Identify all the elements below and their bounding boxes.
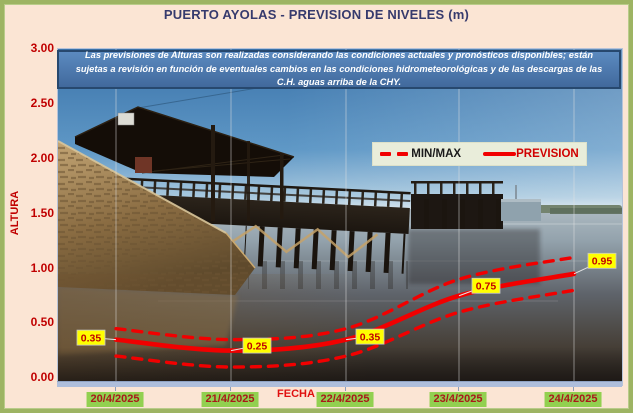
disclaimer-note: Las previsiones de Alturas son realizada… xyxy=(57,50,621,89)
data-label-box xyxy=(471,277,501,294)
minmax-dash-swatch xyxy=(397,152,409,156)
gridlines xyxy=(115,49,575,383)
chart-title: PUERTO AYOLAS - PREVISION DE NIVELES (m) xyxy=(163,7,470,22)
x-tick-label: 20/4/2025 xyxy=(86,392,144,407)
dock-platform xyxy=(408,181,541,284)
x-axis-title: FECHA xyxy=(277,388,315,400)
x-tick-label: 22/4/2025 xyxy=(316,392,374,407)
data-label-box xyxy=(587,252,617,269)
x-tick-mark xyxy=(573,387,574,391)
chart-series-layer: 0.35 0.25 0.35 0.75 0.95 xyxy=(76,252,617,369)
roof-sign xyxy=(117,112,135,126)
pier-roof xyxy=(74,86,295,221)
x-tick-mark xyxy=(115,387,116,391)
data-label: 0.75 xyxy=(476,281,497,293)
data-label-box xyxy=(355,328,385,345)
legend-prevision-label: PREVISION xyxy=(516,148,579,160)
x-tick-label: 24/4/2025 xyxy=(544,392,602,407)
data-label: 0.35 xyxy=(360,331,381,343)
y-axis-title: ALTURA xyxy=(9,190,21,236)
x-tick-mark xyxy=(345,387,346,391)
y-tick-label: 0.00 xyxy=(30,370,54,384)
x-tick-mark xyxy=(458,387,459,391)
x-tick-label: 23/4/2025 xyxy=(429,392,487,407)
legend-minmax-label: MIN/MAX xyxy=(411,148,462,160)
disclaimer-text: Las previsiones de Alturas son realizada… xyxy=(75,49,603,88)
minmax-dash-swatch xyxy=(380,152,392,156)
data-label: 0.35 xyxy=(81,332,102,344)
y-tick-label: 2.00 xyxy=(30,151,54,165)
y-tick-label: 2.50 xyxy=(30,96,54,110)
data-label: 0.25 xyxy=(247,340,268,352)
plot-area: 0.35 0.25 0.35 0.75 0.95 xyxy=(57,48,623,386)
data-label-box xyxy=(242,337,272,354)
y-tick-label: 3.00 xyxy=(30,41,54,55)
data-label-box xyxy=(76,329,106,346)
x-axis-line xyxy=(57,381,622,391)
legend: MIN/MAX PREVISION xyxy=(372,142,587,166)
max-line xyxy=(114,255,576,342)
prevision-line-swatch xyxy=(483,152,517,156)
data-label: 0.95 xyxy=(592,256,613,268)
y-tick-label: 0.50 xyxy=(30,315,54,329)
y-tick-label: 1.00 xyxy=(30,261,54,275)
river-port-photo: 0.35 0.25 0.35 0.75 0.95 xyxy=(58,49,622,385)
y-tick-label: 1.50 xyxy=(30,206,54,220)
min-line xyxy=(114,288,576,369)
x-tick-label: 21/4/2025 xyxy=(201,392,259,407)
x-tick-mark xyxy=(230,387,231,391)
small-hut xyxy=(135,157,152,173)
